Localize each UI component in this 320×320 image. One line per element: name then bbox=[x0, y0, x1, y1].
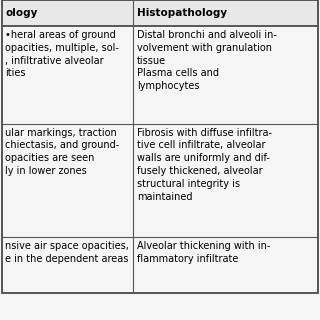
Text: Alveolar thickening with in-
flammatory infiltrate: Alveolar thickening with in- flammatory … bbox=[137, 241, 270, 264]
Text: ology: ology bbox=[5, 8, 38, 18]
Text: ular markings, traction
chiectasis, and ground-
opacities are seen
ly in lower z: ular markings, traction chiectasis, and … bbox=[5, 128, 120, 176]
Text: Fibrosis with diffuse infiltra-
tive cell infiltrate, alveolar
walls are uniform: Fibrosis with diffuse infiltra- tive cel… bbox=[137, 128, 272, 202]
Text: Histopathology: Histopathology bbox=[137, 8, 227, 18]
Bar bbox=[2, 0, 318, 26]
Text: Distal bronchi and alveoli in-
volvement with granulation
tissue
Plasma cells an: Distal bronchi and alveoli in- volvement… bbox=[137, 30, 276, 91]
Text: nsive air space opacities,
e in the dependent areas: nsive air space opacities, e in the depe… bbox=[5, 241, 129, 264]
Text: •heral areas of ground
opacities, multiple, sol-
, infiltrative alveolar
ities: •heral areas of ground opacities, multip… bbox=[5, 30, 119, 78]
